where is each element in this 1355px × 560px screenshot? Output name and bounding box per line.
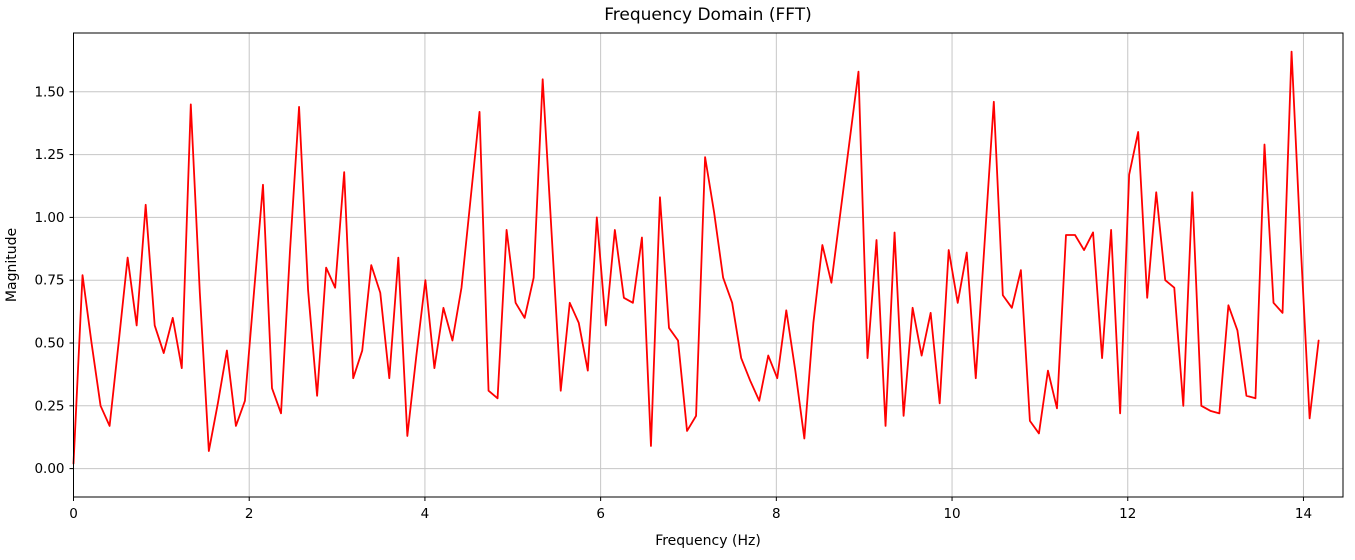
axes-spines — [73, 32, 1344, 498]
x-tick-label: 14 — [1295, 506, 1312, 522]
chart-title: Frequency Domain (FFT) — [604, 5, 812, 25]
tick-labels: 0 2 4 6 8 10 12 14 0.00 0.25 0.50 0.75 1.00 1.25 1.50 — [34, 84, 1312, 522]
y-tick-label: 0.25 — [34, 398, 64, 414]
y-tick-label: 0.75 — [34, 273, 64, 289]
x-tick-label: 2 — [245, 506, 254, 522]
y-tick-label: 1.25 — [34, 147, 64, 163]
x-tick-label: 10 — [943, 506, 960, 522]
x-tick-label: 8 — [772, 506, 781, 522]
x-tick-label: 12 — [1119, 506, 1136, 522]
y-tick-label: 0.50 — [34, 336, 64, 352]
y-tick-label: 1.00 — [34, 210, 64, 226]
x-tick-label: 6 — [596, 506, 605, 522]
y-tick-label: 0.00 — [34, 461, 64, 477]
fft-magnitude-line — [72, 50, 1320, 465]
y-tick-label: 1.50 — [34, 84, 64, 100]
x-axis-label: Frequency (Hz) — [655, 533, 761, 549]
plot-area — [73, 33, 1343, 497]
y-axis-label: Magnitude — [4, 228, 20, 302]
tick-marks — [69, 91, 1304, 501]
x-tick-label: 0 — [69, 506, 78, 522]
x-tick-label: 4 — [421, 506, 430, 522]
